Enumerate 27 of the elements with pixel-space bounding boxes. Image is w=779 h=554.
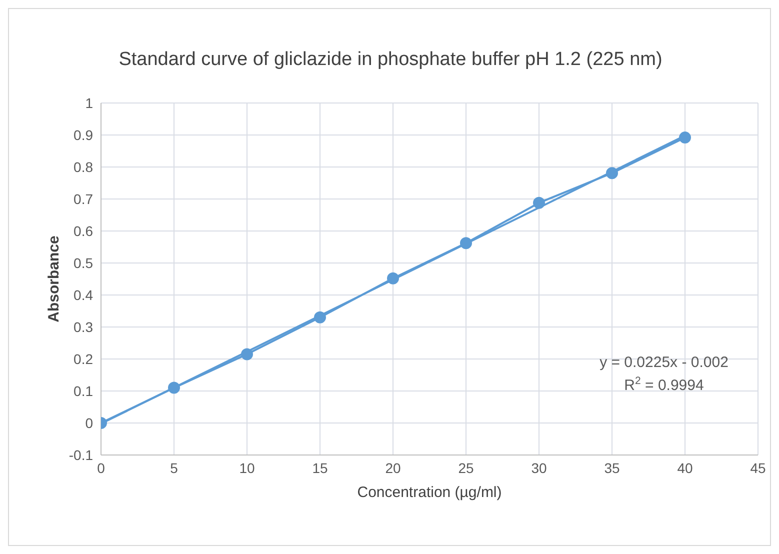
x-tick-label: 30 bbox=[531, 460, 547, 476]
x-tick-label: 0 bbox=[97, 460, 106, 476]
x-tick-label: 20 bbox=[385, 460, 401, 476]
x-axis-title: Concentration (µg/ml) bbox=[357, 484, 502, 501]
chart-title: Standard curve of gliclazide in phosphate buffer pH 1.2 (225 nm) bbox=[118, 49, 664, 71]
x-tick-label: 5 bbox=[170, 460, 178, 476]
y-tick-label: 0.1 bbox=[74, 382, 94, 399]
y-tick-label: 0.4 bbox=[74, 286, 94, 303]
y-tick-label: 0.9 bbox=[74, 126, 94, 143]
y-tick-label: 1 bbox=[85, 94, 94, 111]
y-tick-label: 0.3 bbox=[74, 318, 94, 335]
x-tick-label: 15 bbox=[312, 460, 328, 476]
x-tick-label: 25 bbox=[458, 460, 474, 476]
x-tick-label: 40 bbox=[677, 460, 693, 476]
y-tick-label: -0.1 bbox=[68, 446, 94, 463]
annotation: y = 0.0225x - 0.002 bbox=[600, 354, 728, 371]
y-tick-label: 0.8 bbox=[74, 158, 94, 175]
x-tick-label: 45 bbox=[750, 460, 766, 476]
y-tick-label: 0.2 bbox=[74, 350, 94, 367]
annotation: R$^{2}$ = 0.9994 bbox=[624, 375, 704, 394]
y-tick-label: 0.5 bbox=[74, 254, 94, 271]
y-tick-label: 0.7 bbox=[74, 190, 94, 207]
x-tick-label: 35 bbox=[604, 460, 620, 476]
y-axis-title: Absorbance bbox=[45, 236, 62, 322]
x-tick-label: 10 bbox=[239, 460, 255, 476]
y-tick-label: 0 bbox=[85, 414, 94, 431]
y-tick-label: 0.6 bbox=[74, 222, 94, 239]
